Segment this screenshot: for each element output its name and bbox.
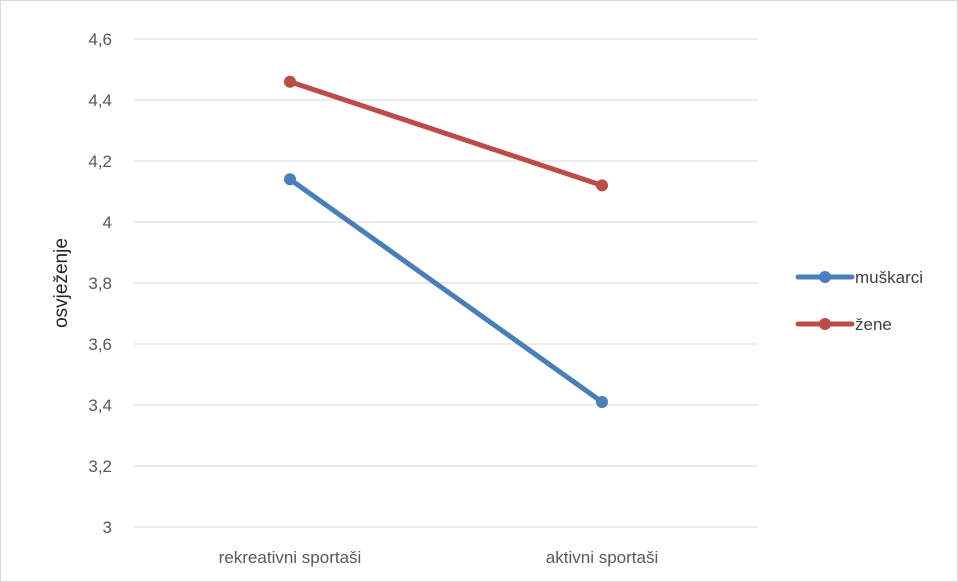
series-zene [284, 75, 608, 192]
y-tick-label: 4,4 [88, 91, 112, 110]
series-line [287, 79, 605, 188]
series-line [287, 176, 605, 405]
x-tick-label: rekreativni sportaši [219, 548, 362, 567]
y-tick-label: 3,4 [88, 396, 112, 415]
legend-label-zene: žene [855, 315, 892, 334]
series-layer [284, 75, 608, 408]
legend-item-zene: žene [795, 315, 892, 334]
data-point [284, 75, 296, 88]
y-tick-label: 4 [103, 213, 112, 232]
y-tick-label: 4,2 [88, 152, 112, 171]
y-tick-label: 3,6 [88, 335, 112, 354]
y-tick-label: 3,8 [88, 274, 112, 293]
gridlines [134, 38, 758, 528]
x-tick-label: aktivni sportaši [546, 548, 658, 567]
y-tick-label: 3 [103, 518, 112, 537]
y-tick-label: 4,6 [88, 30, 112, 49]
legend-label-muskarci: muškarci [855, 268, 923, 287]
x-axis-tick-labels: rekreativni sportaši aktivni sportaši [219, 548, 659, 567]
y-tick-label: 3,2 [88, 457, 112, 476]
data-point [284, 173, 296, 186]
y-axis-title: osvježenje [51, 238, 72, 328]
legend-marker-muskarci [819, 271, 831, 283]
legend-item-muskarci: muškarci [795, 268, 923, 287]
data-point [596, 179, 608, 192]
legend: muškarci žene [795, 268, 923, 334]
series-muskarci [284, 173, 608, 408]
legend-marker-zene [819, 318, 831, 330]
data-point [596, 395, 608, 408]
y-axis-tick-labels: 3 3,2 3,4 3,6 3,8 4 4,2 4,4 4,6 [88, 30, 112, 537]
